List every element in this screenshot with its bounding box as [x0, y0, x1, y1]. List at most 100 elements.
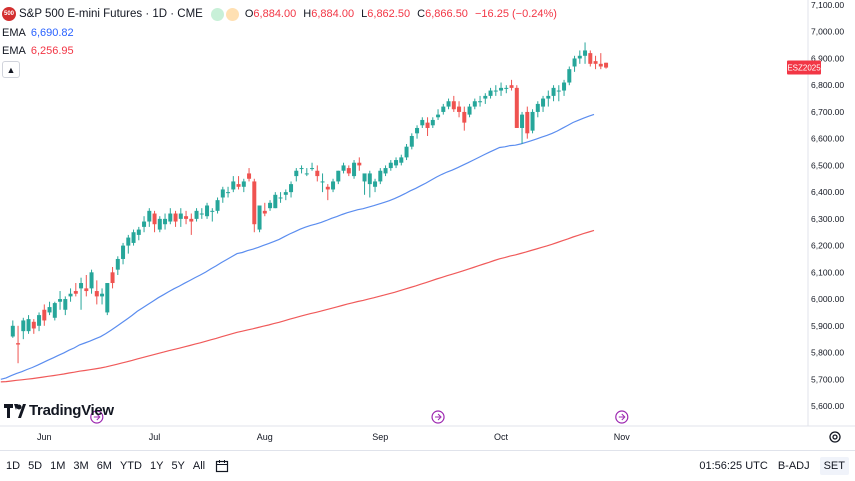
- candle-body[interactable]: [215, 200, 220, 211]
- candle-body[interactable]: [562, 82, 567, 91]
- candle-body[interactable]: [157, 218, 162, 230]
- ema-slow-legend[interactable]: EMA 6,256.95: [2, 45, 74, 57]
- timeframe-6m-button[interactable]: 6M: [96, 460, 112, 472]
- timeframe-all-button[interactable]: All: [192, 460, 206, 472]
- candle-body[interactable]: [541, 98, 546, 107]
- candle-body[interactable]: [583, 50, 588, 56]
- candle-body[interactable]: [520, 114, 525, 128]
- candle-body[interactable]: [152, 213, 157, 225]
- candle-body[interactable]: [142, 221, 147, 227]
- candle-body[interactable]: [283, 192, 288, 195]
- candle-body[interactable]: [362, 173, 367, 182]
- candle-body[interactable]: [199, 213, 204, 215]
- candle-body[interactable]: [572, 58, 577, 67]
- candle-body[interactable]: [383, 168, 388, 174]
- market-open-icon[interactable]: [210, 7, 224, 21]
- candle-body[interactable]: [289, 184, 294, 193]
- candle-body[interactable]: [493, 90, 498, 92]
- candle-body[interactable]: [168, 213, 173, 222]
- candle-body[interactable]: [163, 218, 168, 225]
- timeframe-5y-button[interactable]: 5Y: [171, 460, 185, 472]
- candle-body[interactable]: [315, 170, 320, 177]
- candle-body[interactable]: [331, 181, 336, 190]
- candle-body[interactable]: [110, 272, 115, 284]
- candle-body[interactable]: [21, 320, 26, 332]
- candle-body[interactable]: [514, 87, 519, 128]
- candle-body[interactable]: [100, 293, 105, 297]
- candle-body[interactable]: [457, 106, 462, 112]
- candle-body[interactable]: [593, 61, 598, 64]
- candle-body[interactable]: [26, 319, 31, 332]
- candle-body[interactable]: [58, 299, 63, 302]
- candle-body[interactable]: [189, 218, 194, 222]
- candle-body[interactable]: [483, 95, 488, 99]
- candle-body[interactable]: [472, 101, 477, 107]
- candle-body[interactable]: [63, 299, 68, 310]
- candle-body[interactable]: [136, 229, 141, 235]
- candle-body[interactable]: [84, 288, 89, 292]
- candle-body[interactable]: [241, 181, 246, 187]
- candle-body[interactable]: [73, 291, 78, 294]
- timeframe-ytd-button[interactable]: YTD: [119, 460, 142, 472]
- utc-clock[interactable]: 01:56:25 UTC: [699, 460, 768, 472]
- settings-gear-icon[interactable]: [828, 430, 842, 444]
- candle-body[interactable]: [346, 168, 351, 174]
- candle-body[interactable]: [420, 119, 425, 126]
- candle-body[interactable]: [509, 85, 514, 88]
- candle-body[interactable]: [378, 170, 383, 182]
- candle-body[interactable]: [105, 283, 110, 313]
- candle-body[interactable]: [294, 170, 299, 177]
- candle-body[interactable]: [462, 111, 467, 123]
- candle-body[interactable]: [409, 135, 414, 147]
- candle-body[interactable]: [16, 343, 21, 345]
- candle-body[interactable]: [205, 205, 210, 217]
- candle-body[interactable]: [446, 101, 451, 107]
- candle-body[interactable]: [10, 325, 15, 337]
- timeframe-1d-button[interactable]: 1D: [6, 460, 21, 472]
- candle-body[interactable]: [131, 232, 136, 243]
- candle-body[interactable]: [236, 184, 241, 187]
- candle-body[interactable]: [47, 307, 52, 313]
- candle-body[interactable]: [451, 101, 456, 110]
- candle-body[interactable]: [121, 245, 126, 259]
- candle-body[interactable]: [530, 111, 535, 131]
- candle-body[interactable]: [388, 162, 393, 169]
- timeframe-1y-button[interactable]: 1Y: [149, 460, 164, 472]
- candle-body[interactable]: [115, 258, 120, 270]
- price-chart[interactable]: 7,100.00 7,000.00 6,900.00 6,800.00 6,700.00…: [0, 0, 855, 450]
- adjustment-toggle[interactable]: B-ADJ: [777, 460, 810, 472]
- candle-body[interactable]: [525, 111, 530, 134]
- candle-body[interactable]: [220, 189, 225, 198]
- candle-body[interactable]: [52, 303, 57, 318]
- candle-body[interactable]: [546, 95, 551, 99]
- candle-body[interactable]: [252, 181, 257, 225]
- candle-body[interactable]: [535, 103, 540, 112]
- candle-body[interactable]: [567, 69, 572, 83]
- candle-body[interactable]: [42, 309, 47, 321]
- candle-body[interactable]: [268, 202, 273, 209]
- candle-body[interactable]: [394, 160, 399, 166]
- candle-body[interactable]: [357, 162, 362, 166]
- candle-body[interactable]: [94, 291, 99, 297]
- candle-body[interactable]: [257, 205, 262, 230]
- candle-body[interactable]: [336, 170, 341, 182]
- timeframe-5d-button[interactable]: 5D: [28, 460, 43, 472]
- candle-body[interactable]: [126, 237, 131, 246]
- timeframe-3m-button[interactable]: 3M: [73, 460, 89, 472]
- candle-body[interactable]: [399, 157, 404, 163]
- symbol-title[interactable]: S&P 500 E-mini Futures · 1D · CME: [19, 8, 203, 20]
- candle-body[interactable]: [31, 321, 36, 329]
- candle-body[interactable]: [210, 210, 215, 212]
- calendar-icon[interactable]: [215, 459, 229, 473]
- candle-body[interactable]: [577, 55, 582, 59]
- candle-body[interactable]: [551, 87, 556, 96]
- candle-body[interactable]: [436, 114, 441, 118]
- symbol-logo[interactable]: 500: [2, 7, 16, 21]
- candle-body[interactable]: [178, 213, 183, 219]
- timeframe-1m-button[interactable]: 1M: [50, 460, 66, 472]
- candle-body[interactable]: [310, 168, 315, 170]
- candle-body[interactable]: [173, 213, 178, 222]
- candle-body[interactable]: [478, 101, 483, 103]
- candle-body[interactable]: [467, 106, 472, 115]
- candle-body[interactable]: [68, 293, 73, 297]
